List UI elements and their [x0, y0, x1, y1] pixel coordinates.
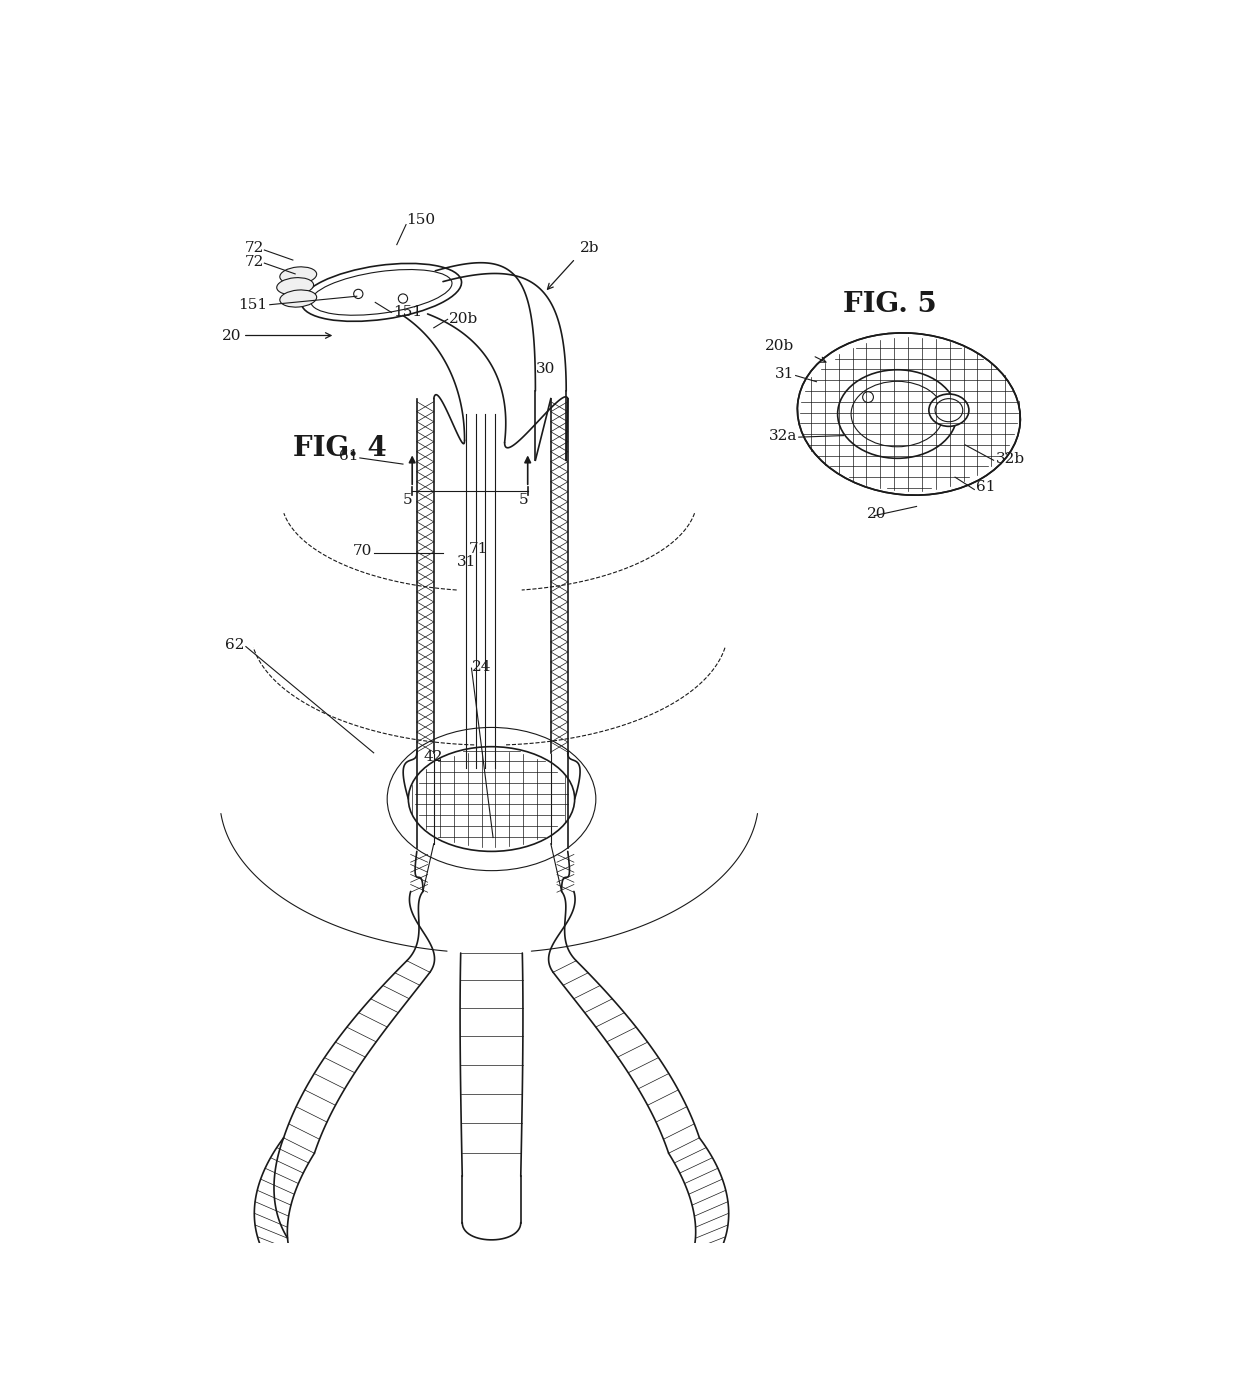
Text: 5: 5: [518, 493, 528, 507]
Text: 62: 62: [224, 638, 244, 652]
Text: FIG. 5: FIG. 5: [843, 291, 937, 319]
Text: 71: 71: [469, 542, 487, 556]
Ellipse shape: [797, 332, 1021, 495]
Text: 20b: 20b: [449, 313, 479, 327]
Text: 32a: 32a: [769, 429, 797, 443]
Text: 31: 31: [456, 555, 476, 569]
Text: 24: 24: [472, 659, 492, 673]
Ellipse shape: [838, 370, 957, 458]
Text: 20b: 20b: [765, 339, 794, 353]
Text: 31: 31: [775, 367, 794, 381]
Text: 32b: 32b: [996, 451, 1025, 465]
Ellipse shape: [929, 394, 968, 426]
Text: 42: 42: [424, 750, 443, 764]
Text: 30: 30: [536, 362, 554, 376]
Text: FIG. 4: FIG. 4: [293, 436, 387, 462]
Ellipse shape: [280, 291, 316, 307]
Ellipse shape: [851, 381, 944, 447]
Text: 72: 72: [244, 242, 264, 256]
Text: 61: 61: [976, 481, 996, 495]
Text: 72: 72: [244, 254, 264, 268]
Text: 151: 151: [238, 298, 268, 312]
Text: 20: 20: [222, 328, 242, 342]
Text: 20: 20: [867, 507, 887, 521]
Ellipse shape: [277, 278, 314, 295]
Ellipse shape: [408, 746, 574, 851]
Text: 150: 150: [405, 212, 435, 226]
Text: 2b: 2b: [580, 242, 600, 256]
Text: 61: 61: [339, 450, 358, 464]
Ellipse shape: [280, 267, 316, 284]
Text: 5: 5: [403, 493, 413, 507]
Text: 151: 151: [393, 306, 422, 320]
Text: 70: 70: [353, 543, 372, 557]
Ellipse shape: [935, 398, 962, 422]
